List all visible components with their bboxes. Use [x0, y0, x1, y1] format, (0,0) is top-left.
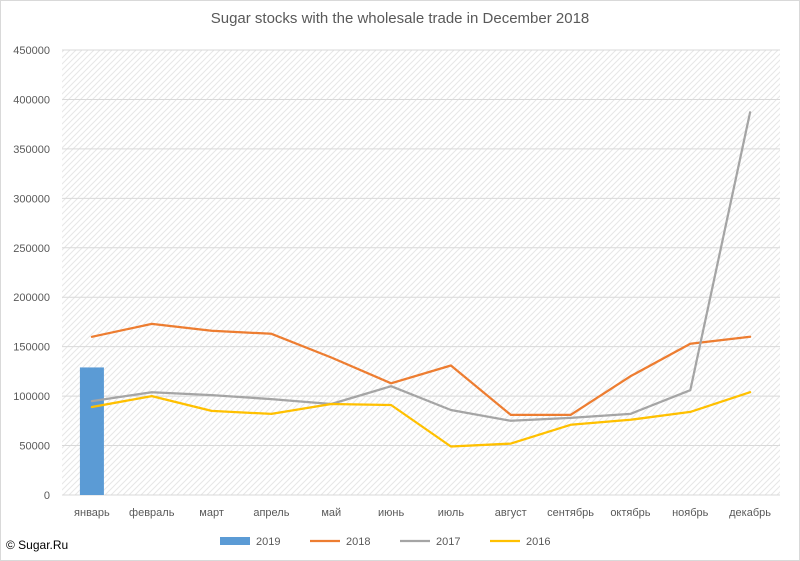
legend-swatch-2019 [220, 537, 250, 545]
chart-title: Sugar stocks with the wholesale trade in… [210, 10, 590, 27]
series-line-2017 [90, 111, 752, 422]
legend-label-2016: 2016 [526, 536, 550, 548]
y-tick-label: 100000 [13, 391, 50, 403]
y-tick-label: 300000 [13, 193, 50, 205]
y-tick-label: 150000 [13, 342, 50, 354]
y-tick-label: 250000 [13, 243, 50, 255]
y-tick-label: 50000 [19, 441, 50, 453]
series-line-2018 [90, 322, 752, 417]
legend-label-2017: 2017 [436, 536, 460, 548]
x-tick-label: март [199, 507, 224, 519]
y-tick-label: 350000 [13, 144, 50, 156]
x-tick-label: январь [74, 507, 110, 519]
x-tick-label: апрель [253, 507, 289, 519]
x-tick-label: июль [438, 507, 465, 519]
y-tick-label: 450000 [13, 45, 50, 57]
x-tick-label: ноябрь [672, 507, 709, 519]
y-tick-label: 400000 [13, 94, 50, 106]
x-tick-label: июнь [378, 507, 404, 519]
legend-label-2018: 2018 [346, 536, 370, 548]
bar-2019 [79, 367, 104, 495]
series-line-2016 [90, 391, 752, 448]
copyright-text: © Sugar.Ru [6, 538, 69, 552]
x-tick-label: август [495, 507, 527, 519]
legend-label-2019: 2019 [256, 536, 280, 548]
x-tick-label: декабрь [729, 507, 771, 519]
x-tick-label: сентябрь [547, 507, 594, 519]
x-tick-label: октябрь [610, 507, 650, 519]
y-tick-label: 0 [44, 490, 50, 502]
plot-area [62, 50, 780, 495]
x-tick-label: февраль [129, 507, 175, 519]
y-tick-label: 200000 [13, 292, 50, 304]
x-tick-label: май [321, 507, 341, 519]
